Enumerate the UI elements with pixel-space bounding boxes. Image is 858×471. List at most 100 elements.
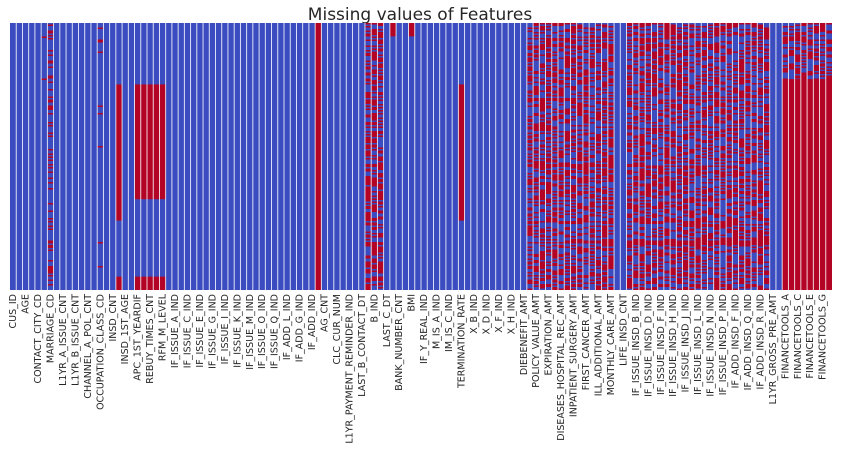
missing-row	[695, 29, 702, 31]
missing-row	[670, 219, 677, 221]
missing-row	[626, 89, 633, 91]
missing-row	[638, 149, 646, 151]
missing-row	[601, 227, 608, 229]
missing-row	[732, 221, 739, 223]
missing-row	[582, 86, 590, 88]
missing-row	[632, 219, 639, 221]
missing-row	[533, 242, 540, 244]
missing-row	[582, 50, 590, 52]
missing-row	[545, 278, 552, 280]
missing-row	[744, 32, 752, 34]
column-background	[246, 23, 253, 290]
missing-row	[589, 215, 596, 217]
missing-row	[377, 174, 384, 176]
missing-row	[670, 63, 677, 65]
missing-row	[788, 36, 795, 38]
missing-row	[576, 269, 583, 271]
missing-row	[682, 173, 689, 175]
missing-row	[526, 140, 534, 142]
missing-row	[47, 246, 54, 248]
missing-row	[794, 54, 801, 56]
missing-row	[670, 260, 677, 262]
missing-row	[533, 32, 540, 34]
missing-row	[564, 23, 571, 25]
missing-row	[558, 233, 565, 235]
missing-row	[377, 186, 384, 188]
missing-row	[364, 261, 372, 263]
missing-row	[526, 99, 534, 101]
missing-row	[589, 236, 596, 238]
missing-row	[782, 41, 789, 43]
missing-row	[663, 71, 671, 73]
missing-row	[377, 254, 384, 256]
missing-row	[545, 72, 552, 74]
missing-row	[744, 224, 752, 226]
missing-row	[539, 99, 546, 101]
missing-row	[657, 215, 664, 217]
missing-block	[134, 84, 141, 200]
missing-row	[589, 45, 596, 47]
missing-row	[670, 245, 677, 247]
missing-row	[595, 150, 602, 152]
missing-row	[626, 59, 633, 61]
missing-row	[626, 39, 633, 41]
missing-row	[670, 239, 677, 241]
missing-row	[526, 261, 534, 263]
missing-row	[713, 24, 720, 26]
feature-column	[227, 23, 235, 290]
missing-row	[582, 162, 590, 164]
missing-row	[757, 230, 764, 232]
missing-row	[626, 117, 633, 119]
missing-row	[632, 140, 639, 142]
missing-row	[582, 209, 590, 211]
missing-row	[589, 261, 596, 263]
missing-row	[651, 35, 658, 37]
missing-row	[371, 71, 378, 73]
missing-row	[545, 93, 552, 95]
missing-row	[97, 51, 104, 53]
missing-row	[564, 234, 571, 236]
missing-row	[47, 99, 54, 101]
missing-row	[564, 287, 571, 289]
missing-row	[751, 269, 758, 271]
x-tick-label: IF_ISSUE_INSD_N_IND	[706, 294, 717, 397]
missing-row	[670, 30, 677, 32]
missing-row	[539, 102, 546, 104]
missing-row	[800, 60, 808, 62]
missing-row	[663, 234, 671, 236]
missing-row	[601, 221, 608, 223]
missing-row	[545, 200, 552, 202]
missing-row	[670, 132, 677, 134]
missing-row	[707, 233, 714, 235]
missing-row	[676, 173, 683, 175]
missing-row	[539, 107, 546, 109]
missing-row	[377, 36, 384, 38]
missing-row	[663, 30, 671, 32]
missing-row	[751, 243, 758, 245]
missing-row	[595, 116, 602, 118]
missing-row	[751, 203, 758, 205]
missing-row	[719, 47, 727, 49]
column-background	[383, 23, 390, 290]
missing-row	[645, 267, 652, 269]
missing-row	[688, 197, 695, 199]
missing-row	[607, 255, 615, 257]
missing-row	[607, 203, 615, 205]
missing-row	[726, 260, 733, 262]
missing-row	[751, 62, 758, 64]
missing-row	[582, 218, 590, 220]
missing-row	[364, 131, 372, 133]
missing-row	[551, 68, 558, 70]
missing-row	[526, 218, 534, 220]
missing-row	[744, 264, 752, 266]
column-background	[564, 23, 571, 290]
missing-row	[595, 246, 602, 248]
missing-row	[663, 239, 671, 241]
missing-row	[545, 158, 552, 160]
missing-row	[726, 132, 733, 134]
missing-row	[707, 179, 714, 181]
missing-row	[607, 72, 615, 74]
missing-row	[682, 111, 689, 113]
missing-row	[763, 219, 770, 221]
missing-row	[595, 135, 602, 137]
